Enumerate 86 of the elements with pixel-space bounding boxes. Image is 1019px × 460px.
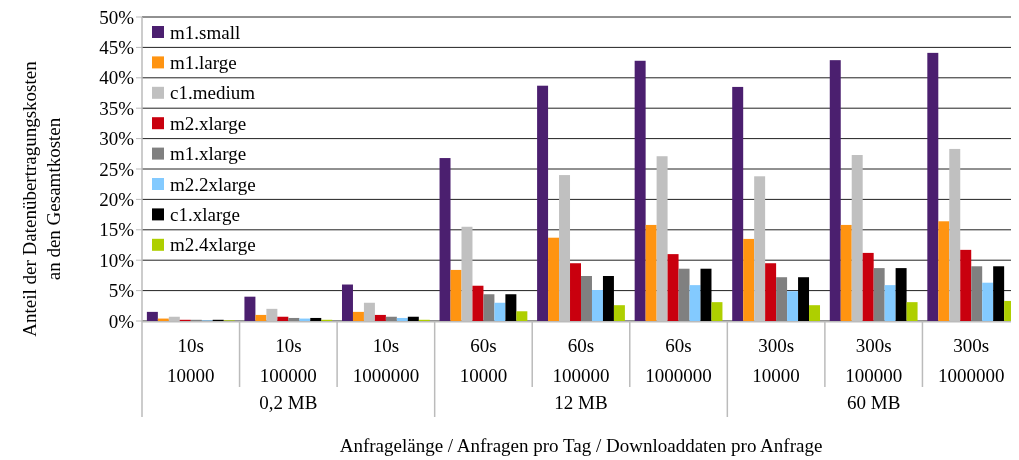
- x-tick-label: 60s 10000: [459, 335, 508, 386]
- bar: [374, 314, 386, 321]
- y-tick-label: 45%: [99, 37, 135, 59]
- x-tick-label: 300s 1000000: [937, 335, 1005, 386]
- text: 12 MB: [554, 392, 608, 413]
- bar: [732, 86, 744, 321]
- bar: [787, 291, 799, 321]
- bar: [613, 305, 625, 321]
- bar: [537, 85, 549, 321]
- bar: [396, 317, 408, 321]
- legend-label: m1.large: [170, 52, 237, 74]
- bar: [255, 314, 267, 321]
- bar: [809, 305, 821, 321]
- bar: [341, 284, 353, 321]
- bar: [288, 317, 300, 321]
- bar: [798, 277, 810, 321]
- x-tick-label: 60s 1000000: [645, 335, 712, 386]
- bar: [873, 268, 885, 321]
- bar: [678, 268, 690, 321]
- y-tick-label: 25%: [99, 158, 135, 180]
- y-tick-label: 20%: [99, 189, 135, 211]
- y-tick-label: 35%: [99, 97, 135, 119]
- bar: [938, 221, 950, 321]
- x-tick-label: 300s 100000: [845, 335, 903, 386]
- y-tick-label: 40%: [99, 67, 135, 89]
- legend-label: c1.medium: [170, 82, 256, 104]
- bar: [743, 238, 755, 321]
- legend-label: m1.xlarge: [170, 143, 247, 165]
- y-tick-label: 15%: [99, 219, 135, 241]
- bar: [895, 268, 907, 321]
- bar: [840, 224, 852, 321]
- bar: [548, 237, 560, 321]
- y-tick-label: 5%: [108, 280, 135, 302]
- bar: [505, 294, 517, 321]
- bar: [277, 316, 289, 321]
- bar: [645, 224, 657, 321]
- y-tick-label: 0%: [108, 310, 135, 332]
- legend-label: m2.4xlarge: [170, 234, 256, 256]
- x-tick-label: 300s 10000: [752, 335, 800, 386]
- bar: [700, 268, 712, 321]
- bar: [862, 252, 874, 321]
- bar: [667, 254, 679, 321]
- bar: [884, 285, 896, 321]
- bar: [711, 302, 723, 321]
- bar: [244, 296, 256, 321]
- legend-label: c1.xlarge: [170, 204, 240, 226]
- bar: [450, 269, 462, 321]
- bar: [146, 311, 158, 321]
- bar: [960, 249, 972, 321]
- bar: [602, 276, 614, 321]
- y-tick-label: 30%: [99, 128, 135, 150]
- bar: [483, 294, 495, 321]
- bar: [927, 52, 939, 321]
- bar: [407, 316, 419, 321]
- y-axis-title: Anteil der Datenübertragungskosten an den Gesamtkosten: [19, 60, 64, 337]
- text: 60 MB: [847, 392, 901, 413]
- x-axis-title: Anfragelänge / Anfragen pro Tag / Downloaddaten pro Anfrage: [339, 435, 823, 456]
- bar: [439, 158, 451, 321]
- bar: [829, 60, 841, 321]
- legend-label: m2.xlarge: [170, 112, 247, 134]
- bar: [570, 263, 581, 321]
- bar: [993, 266, 1005, 321]
- text: 0,2 MB: [259, 392, 318, 413]
- x-tick-label: 60s 100000: [552, 335, 610, 386]
- bar: [310, 317, 322, 321]
- x-tick-label: 10s 100000: [259, 335, 317, 386]
- x-tick-label: 10s 1000000: [352, 335, 420, 386]
- bar: [906, 302, 918, 321]
- bar: [352, 311, 364, 321]
- bar: [494, 302, 506, 321]
- bar: [634, 60, 646, 321]
- bar: [765, 263, 777, 321]
- bar: [591, 289, 603, 321]
- bar: [472, 285, 484, 321]
- bar: [689, 285, 701, 321]
- bar: [982, 282, 994, 321]
- y-tick-label: 10%: [99, 249, 135, 271]
- legend-label: m1.small: [170, 21, 241, 43]
- bar: [385, 316, 397, 321]
- legend-label: m2.2xlarge: [170, 173, 256, 195]
- x-tick-label: 10s 10000: [167, 335, 215, 386]
- bar: [516, 311, 528, 321]
- bar: [971, 266, 983, 321]
- y-tick-label: 50%: [99, 6, 135, 28]
- bar: [776, 277, 788, 321]
- bar: [581, 276, 592, 321]
